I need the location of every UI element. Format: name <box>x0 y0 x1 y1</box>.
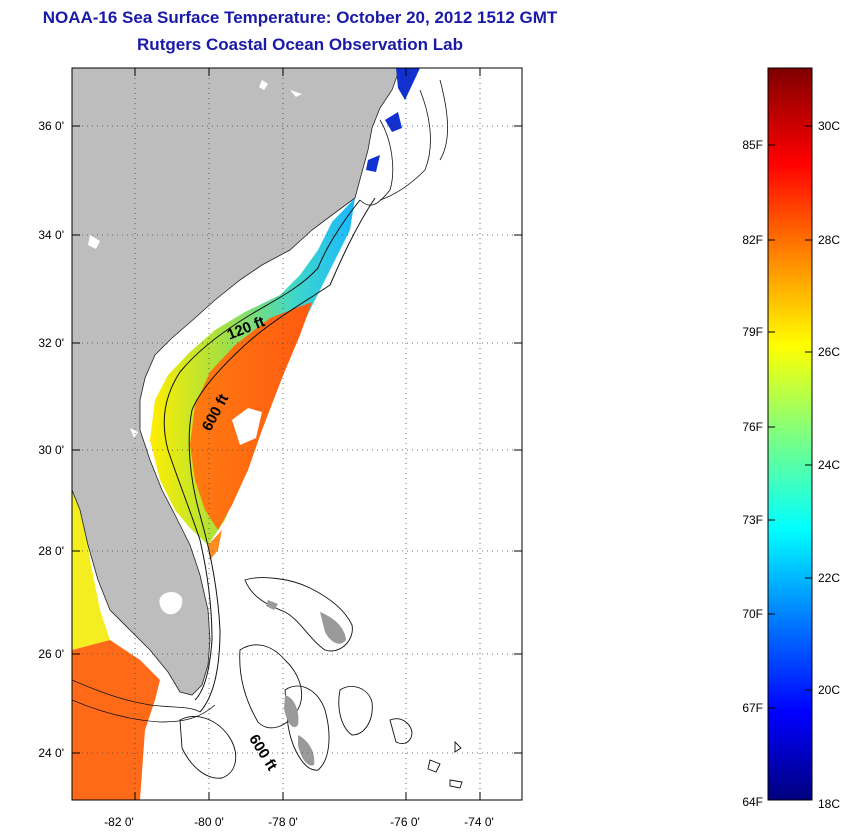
contour-120ft <box>163 199 361 701</box>
lon-tick-82: -82 0' <box>104 815 134 829</box>
lat-tick-34: 34 0' <box>38 228 64 242</box>
colorbar-label-79f: 79F <box>742 325 763 339</box>
colorbar-label-67f: 67F <box>742 701 763 715</box>
lat-tick-28: 28 0' <box>38 544 64 558</box>
lon-tick-76: -76 0' <box>390 815 420 829</box>
lon-tick-80: -80 0' <box>194 815 224 829</box>
colorbar-label-24c: 24C <box>818 458 841 472</box>
colorbar-label-85f: 85F <box>742 138 763 152</box>
colorbar-label-30c: 30C <box>818 119 841 133</box>
colorbar-label-18c: 18C <box>818 797 841 811</box>
colorbar-label-64f: 64F <box>742 795 763 809</box>
bahamas-banks <box>179 577 463 789</box>
lon-tick-78: -78 0' <box>268 815 298 829</box>
lat-tick-24: 24 0' <box>38 746 64 760</box>
lat-tick-30: 30 0' <box>38 443 64 457</box>
lat-tick-32: 32 0' <box>38 336 64 350</box>
sst-gulf-of-mexico <box>72 490 110 650</box>
colorbar-label-22c: 22C <box>818 571 841 585</box>
colorbar-label-73f: 73F <box>742 513 763 527</box>
map-subtitle: Rutgers Coastal Ocean Observation Lab <box>137 35 463 54</box>
colorbar-label-82f: 82F <box>742 233 763 247</box>
colorbar-label-20c: 20C <box>818 683 841 697</box>
map-title: NOAA-16 Sea Surface Temperature: October… <box>42 8 558 27</box>
contour-600ft <box>188 197 376 713</box>
land-us-mainland <box>72 68 401 696</box>
colorbar-label-76f: 76F <box>742 420 763 434</box>
colorbar-label-28c: 28C <box>818 233 841 247</box>
lat-tick-26: 26 0' <box>38 647 64 661</box>
colorbar-label-26c: 26C <box>818 345 841 359</box>
lon-tick-74: -74 0' <box>464 815 494 829</box>
colorbar <box>767 67 813 801</box>
lat-tick-36: 36 0' <box>38 119 64 133</box>
colorbar-label-70f: 70F <box>742 607 763 621</box>
